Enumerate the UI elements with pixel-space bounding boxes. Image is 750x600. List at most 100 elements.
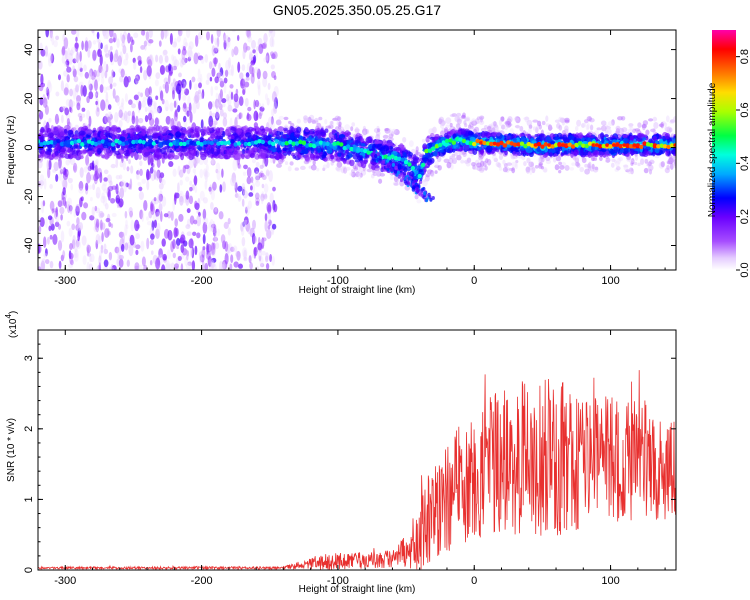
heatmap-cell <box>96 107 100 112</box>
heatmap-cell <box>111 265 117 270</box>
heatmap-cell <box>118 258 124 268</box>
heatmap-cell <box>626 158 632 162</box>
heatmap-cell <box>264 193 268 198</box>
heatmap-cell <box>230 139 235 144</box>
heatmap-cell <box>182 115 187 123</box>
heatmap-cell <box>63 37 69 50</box>
heatmap-cell <box>38 145 44 151</box>
heatmap-cell <box>251 134 257 139</box>
heatmap-cell <box>460 129 466 135</box>
heatmap-cell <box>114 95 120 103</box>
heatmap-cell <box>102 266 109 270</box>
heatmap-cell <box>242 190 248 199</box>
heatmap-cell <box>504 120 511 126</box>
heatmap-cell <box>214 232 218 243</box>
heatmap-cell <box>573 156 577 161</box>
heatmap-cell <box>509 128 514 134</box>
heatmap-cell <box>382 134 389 139</box>
heatmap-cell <box>40 73 44 86</box>
heatmap-cell <box>328 143 334 148</box>
heatmap-cell <box>571 162 576 166</box>
heatmap-cell <box>255 180 261 187</box>
heatmap-cell <box>271 91 277 103</box>
heatmap-cell <box>432 150 438 157</box>
heatmap-cell <box>605 125 612 130</box>
heatmap-cell <box>102 116 108 125</box>
heatmap-cell <box>543 168 548 173</box>
heatmap-cell <box>376 128 381 132</box>
heatmap-cell <box>90 140 95 146</box>
heatmap-cell <box>493 157 498 163</box>
heatmap-cell <box>243 150 251 154</box>
heatmap-cell <box>99 219 103 231</box>
heatmap-cell <box>140 44 146 50</box>
heatmap-cell <box>189 186 193 192</box>
heatmap-cell <box>605 150 609 157</box>
heatmap-cell <box>215 144 221 149</box>
heatmap-cell <box>173 100 177 108</box>
heatmap-cell <box>393 182 399 187</box>
heatmap-cell <box>619 148 624 153</box>
heatmap-cell <box>283 116 289 121</box>
heatmap-cell <box>523 116 530 121</box>
heatmap-cell <box>309 153 316 161</box>
heatmap-cell <box>158 174 162 184</box>
heatmap-cell <box>39 136 45 141</box>
heatmap-cell <box>403 155 408 158</box>
heatmap-cell <box>215 111 220 121</box>
heatmap-cell <box>269 36 274 48</box>
heatmap-cell <box>159 90 164 101</box>
heatmap-cell <box>47 52 53 64</box>
heatmap-cell <box>43 178 47 190</box>
heatmap-cell <box>45 51 49 58</box>
heatmap-cell <box>219 140 225 146</box>
heatmap-cell <box>438 149 445 153</box>
heatmap-cell <box>150 148 154 153</box>
heatmap-cell <box>324 128 329 134</box>
heatmap-cell <box>387 129 392 134</box>
heatmap-cell <box>261 103 265 109</box>
heatmap-cell <box>63 61 68 67</box>
heatmap-cell <box>593 130 600 137</box>
heatmap-cell <box>161 98 165 105</box>
heatmap-cell <box>652 151 656 157</box>
heatmap-cell <box>216 72 221 79</box>
heatmap-cell <box>165 106 169 112</box>
heatmap-cell <box>366 168 373 173</box>
heatmap-cell <box>216 101 221 107</box>
heatmap-cell <box>437 164 442 171</box>
heatmap-cell <box>99 54 103 66</box>
heatmap-cell <box>60 230 65 243</box>
heatmap-cell <box>587 163 591 169</box>
heatmap-cell <box>296 126 302 134</box>
heatmap-cell <box>76 138 82 144</box>
heatmap-cell <box>172 239 176 250</box>
heatmap-cell <box>98 255 102 266</box>
heatmap-cell <box>154 79 159 87</box>
heatmap-cell <box>108 30 114 38</box>
heatmap-cell <box>669 156 676 162</box>
heatmap-cell <box>192 102 197 114</box>
heatmap-cell <box>249 185 253 191</box>
heatmap-cell <box>165 259 170 269</box>
heatmap-cell <box>267 210 272 222</box>
heatmap-cell <box>247 200 252 210</box>
heatmap-cell <box>128 99 133 105</box>
heatmap-cell <box>575 161 580 167</box>
heatmap-cell <box>296 118 301 124</box>
heatmap-cell <box>261 183 265 189</box>
heatmap-cell <box>625 169 630 173</box>
heatmap-cell <box>97 140 102 145</box>
heatmap-cell <box>219 88 223 100</box>
heatmap-cell <box>148 30 153 39</box>
heatmap-cell <box>155 228 160 240</box>
heatmap-cell <box>59 141 65 147</box>
heatmap-cell <box>443 158 450 163</box>
heatmap-cell <box>204 170 208 181</box>
heatmap-cell <box>65 159 70 166</box>
heatmap-cell <box>129 210 133 218</box>
heatmap-cell <box>588 135 595 139</box>
heatmap-cell <box>226 147 232 154</box>
heatmap-cell <box>666 164 670 170</box>
heatmap-cell <box>534 164 539 169</box>
